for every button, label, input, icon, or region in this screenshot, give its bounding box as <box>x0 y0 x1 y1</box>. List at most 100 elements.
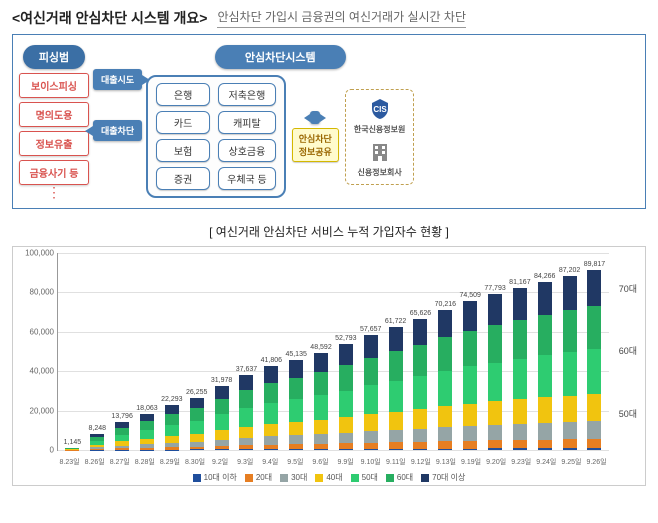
bar-segment <box>339 344 353 365</box>
bar-segment <box>264 436 278 444</box>
bar-segment <box>264 449 278 450</box>
bar-segment <box>239 449 253 450</box>
bar-segment <box>513 448 527 450</box>
bar-total-label: 87,202 <box>559 267 580 274</box>
x-tick-label: 9.12일 <box>408 457 433 467</box>
bar-segment <box>587 349 601 394</box>
bar-segment <box>215 386 229 399</box>
x-tick-label: 9.25일 <box>559 457 584 467</box>
bar-total-label: 57,657 <box>360 326 381 333</box>
stacked-bar: 61,722 <box>389 327 403 450</box>
arrows-column: 대출시도 대출차단 <box>93 69 142 141</box>
bar-segment <box>140 414 154 421</box>
bar-segment <box>513 399 527 423</box>
bar-segment <box>239 438 253 446</box>
bars-container: 1,1458,24813,79618,06322,29326,25531,978… <box>58 253 609 450</box>
bar-segment <box>165 414 179 425</box>
bar-segment <box>463 404 477 426</box>
bar-segment <box>289 435 303 444</box>
bar-segment <box>289 399 303 422</box>
x-tick-label: 9.26일 <box>584 457 609 467</box>
system-diagram: 피싱범 보이스피싱 명의도용 정보유출 금융사기 등 ⋮ 대출시도 대출차단 안… <box>12 34 646 209</box>
bar-total-label: 77,793 <box>484 285 505 292</box>
bar-segment <box>339 391 353 417</box>
right-label: 70대 <box>619 282 637 295</box>
chart-title: [ 여신거래 안심차단 서비스 누적 가입자수 현황 ] <box>12 223 646 240</box>
phishing-item: 정보유출 <box>19 131 89 156</box>
bar-segment <box>413 429 427 442</box>
bar-segment <box>314 434 328 444</box>
institution: 은행 <box>156 83 210 106</box>
legend-label: 30대 <box>291 472 307 483</box>
bar-group: 1,145 <box>60 448 85 450</box>
bar-segment <box>538 440 552 449</box>
bar-segment <box>563 439 577 448</box>
page-root: <여신거래 안심차단 시스템 개요> 안심차단 가입시 금융권의 여신거래가 실… <box>0 0 658 494</box>
bar-group: 74,509 <box>458 301 483 450</box>
info-share-badge: 안심차단 정보공유 <box>292 128 339 162</box>
legend-item: 40대 <box>315 472 342 483</box>
bar-total-label: 1,145 <box>64 439 82 446</box>
legend-item: 10대 이하 <box>193 472 237 483</box>
building-icon <box>367 139 393 165</box>
bar-group: 41,806 <box>259 366 284 450</box>
legend-swatch <box>386 474 394 482</box>
chart-area: 020,00040,00060,00080,000100,0001,1458,2… <box>12 246 646 486</box>
right-label: 50대 <box>619 407 637 420</box>
y-tick-label: 40,000 <box>30 367 58 376</box>
bar-segment <box>115 428 129 435</box>
bar-group: 22,293 <box>159 405 184 450</box>
bar-group: 13,796 <box>110 422 135 450</box>
bar-segment <box>389 449 403 450</box>
info-share-column: 안심차단 정보공유 <box>292 111 339 162</box>
bar-segment <box>413 376 427 409</box>
legend-swatch <box>245 474 253 482</box>
bar-segment <box>463 449 477 450</box>
institutions-grid: 은행 저축은행 카드 캐피탈 보험 상호금융 증권 우체국 등 <box>146 75 286 198</box>
legend-item: 60대 <box>386 472 413 483</box>
bar-segment <box>438 441 452 448</box>
bar-segment <box>513 359 527 400</box>
bar-segment <box>488 401 502 424</box>
bar-segment <box>463 331 477 367</box>
bar-segment <box>413 449 427 450</box>
bar-group: 18,063 <box>135 414 160 450</box>
bar-segment <box>488 325 502 362</box>
bar-segment <box>413 319 427 345</box>
stacked-bar: 37,637 <box>239 375 253 450</box>
legend-swatch <box>280 474 288 482</box>
stacked-bar: 22,293 <box>165 405 179 450</box>
x-tick-label: 9.11일 <box>383 457 408 467</box>
bar-segment <box>463 301 477 331</box>
bar-segment <box>239 390 253 408</box>
bar-segment <box>364 449 378 450</box>
bar-segment <box>438 310 452 338</box>
bar-segment <box>289 422 303 436</box>
bar-segment <box>364 385 378 414</box>
right-label: 60대 <box>619 344 637 357</box>
bar-segment <box>289 378 303 400</box>
x-tick-label: 9.2일 <box>208 457 233 467</box>
bar-segment <box>587 270 601 306</box>
bar-segment <box>115 435 129 442</box>
legend-label: 10대 이하 <box>204 472 237 483</box>
x-tick-label: 9.20일 <box>484 457 509 467</box>
bar-segment <box>314 353 328 372</box>
right-age-labels: 70대 60대 50대 <box>619 257 637 445</box>
bar-segment <box>239 427 253 438</box>
phishing-item: 보이스피싱 <box>19 73 89 98</box>
bar-segment <box>563 396 577 422</box>
bar-total-label: 65,626 <box>410 310 431 317</box>
bar-segment <box>190 449 204 450</box>
x-tick-label: 8.30일 <box>182 457 207 467</box>
bar-segment <box>438 371 452 406</box>
bar-segment <box>239 375 253 390</box>
bar-segment <box>587 306 601 349</box>
bar-group: 57,657 <box>358 335 383 450</box>
chart-legend: 10대 이하20대30대40대50대60대70대 이상 <box>13 472 645 483</box>
bar-group: 65,626 <box>408 319 433 450</box>
bar-total-label: 74,509 <box>459 292 480 299</box>
bar-segment <box>488 440 502 448</box>
system-column: 안심차단시스템 은행 저축은행 카드 캐피탈 보험 상호금융 증권 우체국 등 … <box>146 45 414 198</box>
bar-segment <box>438 427 452 441</box>
